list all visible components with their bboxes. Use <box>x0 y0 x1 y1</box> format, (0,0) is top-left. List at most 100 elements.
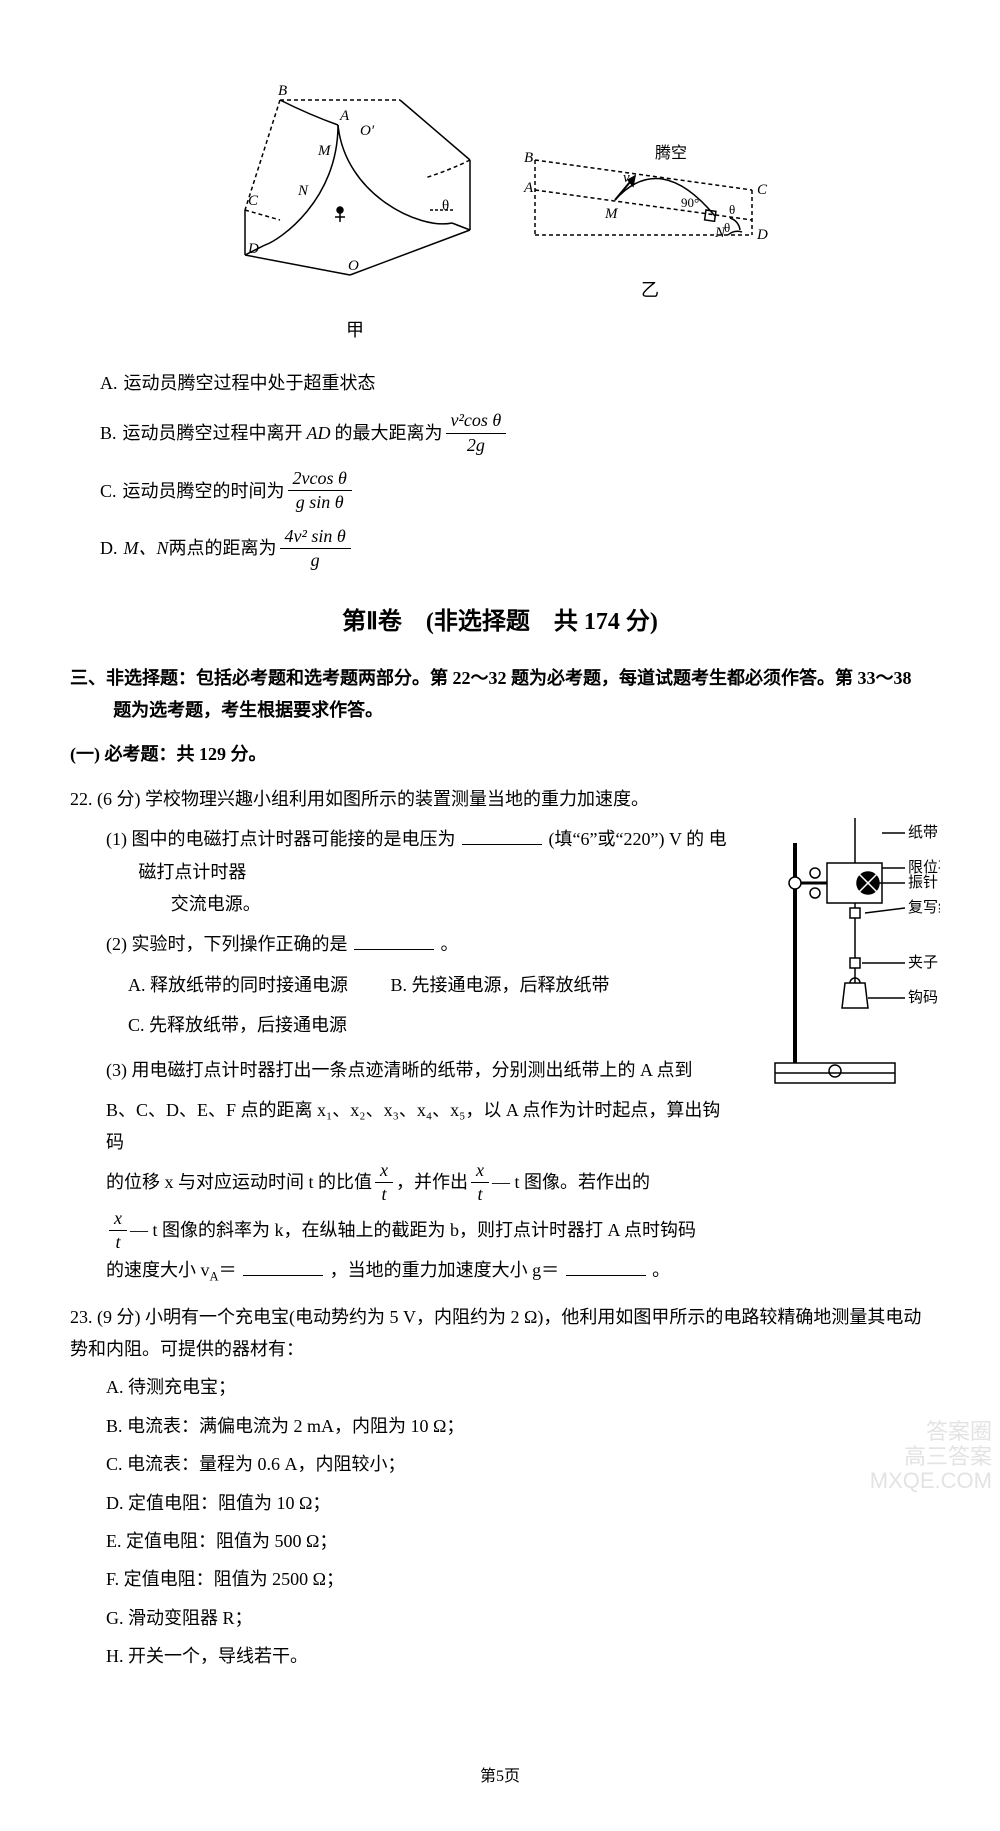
choices-block: A. 运动员腾空过程中处于超重状态 B. 运动员腾空过程中离开 AD 的最大距离… <box>100 367 930 573</box>
lbl-O: O <box>348 258 359 274</box>
fig-jia-caption: 甲 <box>220 314 490 346</box>
lbl2-th: θ <box>729 202 735 217</box>
wm-3: MXQE.COM <box>870 1469 992 1493</box>
q23-header: 23. (9 分) 小明有一个充电宝(电动势约为 5 V，内阻约为 2 Ω)，他… <box>70 1301 930 1366</box>
choice-D-frac: 4v² sin θ g <box>280 525 351 573</box>
q23-D: D. 定值电阻：阻值为 10 Ω； <box>106 1487 930 1519</box>
q22-lbl-clip: 夹子 <box>908 954 938 971</box>
choice-D-letter: D. <box>100 532 118 564</box>
choice-A: A. 运动员腾空过程中处于超重状态 <box>100 367 930 399</box>
lbl-B: B <box>278 83 287 99</box>
q23-A: A. 待测充电宝； <box>106 1371 930 1403</box>
q22-p1-mid: (填“6”或“220”) V 的 <box>549 829 705 849</box>
choice-C-letter: C. <box>100 475 117 507</box>
q22-p2: (2) 实验时，下列操作正确的是 。 <box>106 928 735 960</box>
q22-lbl-tape: 纸带 <box>908 824 938 841</box>
q22-blank3[interactable] <box>243 1258 323 1276</box>
figure-jia-svg: B A O′ M N C D O θ <box>220 80 490 300</box>
q22-p1: (1) 图中的电磁打点计时器可能接的是电压为 (填“6”或“220”) V 的 … <box>106 823 735 920</box>
choice-B-mid: 的最大距离为 <box>335 417 443 449</box>
q23-C: C. 电流表：量程为 0.6 A，内阻较小； <box>106 1448 930 1480</box>
choice-C-den: g sin θ <box>288 491 352 514</box>
lbl-M: M <box>317 143 332 159</box>
choice-C-pre: 运动员腾空的时间为 <box>123 475 285 507</box>
choice-D-den: g <box>280 549 351 572</box>
q22-p1-pre: (1) 图中的电磁打点计时器可能接的是电压为 <box>106 829 456 849</box>
choice-B-letter: B. <box>100 417 117 449</box>
choice-B-den: 2g <box>446 434 507 457</box>
q22-p2-post: 。 <box>441 934 459 954</box>
q22-p3c: 的位移 x 与对应运动时间 t 的比值 x t ，并作出 x t — t 图像。… <box>106 1159 735 1207</box>
q22-blank4[interactable] <box>566 1258 646 1276</box>
q22-p3e-post: 。 <box>652 1260 670 1280</box>
choice-B-pre: 运动员腾空过程中离开 <box>123 417 303 449</box>
q22-blank1[interactable] <box>462 827 542 845</box>
q22-p3c-frac1: x t <box>375 1159 393 1207</box>
top-figure-row: B A O′ M N C D O θ 甲 <box>70 80 930 347</box>
figure-yi-svg: B A C D M N v 90° θ θ 腾空 <box>520 140 780 260</box>
q22-p3e: 的速度大小 vA＝ ，当地的重力加速度大小 g＝ 。 <box>106 1254 735 1288</box>
lbl-Op: O′ <box>360 123 375 139</box>
q22-p2-A: A. 释放纸带的同时接通电源 <box>128 969 348 1001</box>
watermark: 答案圈 高三答案 MXQE.COM <box>870 1420 992 1493</box>
choice-D-mid: 两点的距离为 <box>169 532 277 564</box>
q22-p3e-eq: ＝ <box>219 1260 237 1280</box>
q22-p3c-mid: ，并作出 <box>396 1166 468 1198</box>
q22-p3d-frac: x t <box>109 1207 127 1255</box>
lbl2-tk: 腾空 <box>655 144 687 162</box>
q22-p2-B: B. 先接通电源，后释放纸带 <box>391 969 610 1001</box>
lbl2-B: B <box>524 150 533 166</box>
section2-sub: (一) 必考题：共 129 分。 <box>70 738 930 770</box>
q22-p3c-pre: 的位移 x 与对应运动时间 t 的比值 <box>106 1166 372 1198</box>
lbl-D: D <box>247 241 259 257</box>
section2-title: 第Ⅱ卷 (非选择题 共 174 分) <box>70 601 930 644</box>
q23-equipment: A. 待测充电宝； B. 电流表：满偏电流为 2 mA，内阻为 10 Ω； C.… <box>106 1371 930 1672</box>
choice-D: D. M、N 两点的距离为 4v² sin θ g <box>100 525 930 573</box>
choice-A-text: 运动员腾空过程中处于超重状态 <box>124 367 376 399</box>
q23-B: B. 电流表：满偏电流为 2 mA，内阻为 10 Ω； <box>106 1410 930 1442</box>
lbl2-D: D <box>756 227 768 243</box>
figure-jia: B A O′ M N C D O θ 甲 <box>220 80 490 347</box>
q22-p3c-post: — t 图像。若作出的 <box>492 1166 650 1198</box>
choice-A-letter: A. <box>100 367 118 399</box>
choice-C-frac: 2vcos θ g sin θ <box>288 467 352 515</box>
q22-p3e-pre: 的速度大小 v <box>106 1260 210 1280</box>
choice-D-MN: M、N <box>124 532 169 564</box>
lbl2-v: v <box>623 170 630 186</box>
q22-p2-choices: A. 释放纸带的同时接通电源 B. 先接通电源，后释放纸带 C. 先释放纸带，后… <box>128 969 735 1046</box>
lbl-theta: θ <box>442 198 449 214</box>
q22-figure: 纸带 限位孔 振针 复写纸 夹子 钩码 <box>755 813 940 1113</box>
lbl-A: A <box>339 108 350 124</box>
choice-B-frac: v²cos θ 2g <box>446 409 507 457</box>
lbl2-C: C <box>757 182 768 198</box>
choice-B-AD: AD <box>307 417 331 449</box>
q22-svg: 纸带 限位孔 振针 复写纸 夹子 钩码 <box>755 813 940 1103</box>
q22-p3d-mid: — t 图像的斜率为 k，在纵轴上的截距为 b，则打点计时器打 A 点时钩码 <box>130 1214 696 1246</box>
wm-2: 高三答案 <box>870 1445 992 1469</box>
lbl-C: C <box>248 193 259 209</box>
lbl-N: N <box>297 183 309 199</box>
lbl2-90: 90° <box>681 195 699 210</box>
q22-header: 22. (6 分) 学校物理兴趣小组利用如图所示的装置测量当地的重力加速度。 <box>70 783 735 815</box>
q22-p3b: B、C、D、E、F 点的距离 x₁、x₂、x₃、x₄、x₅，以 A 点作为计时起… <box>106 1094 735 1159</box>
question-23: 23. (9 分) 小明有一个充电宝(电动势约为 5 V，内阻约为 2 Ω)，他… <box>70 1301 930 1673</box>
q22-lbl-hole: 限位孔 <box>908 859 940 876</box>
q22-p3c-frac2: x t <box>471 1159 489 1207</box>
question-22: 纸带 限位孔 振针 复写纸 夹子 钩码 22. (6 分) 学校物理兴趣小组利用… <box>70 783 930 1289</box>
choice-B: B. 运动员腾空过程中离开 AD 的最大距离为 v²cos θ 2g <box>100 409 930 457</box>
q22-lbl-needle: 振针 <box>908 874 938 891</box>
lbl2-th2: θ <box>724 220 730 235</box>
choice-D-num: 4v² sin θ <box>280 525 351 549</box>
choice-C-num: 2vcos θ <box>288 467 352 491</box>
figure-yi: B A C D M N v 90° θ θ 腾空 乙 <box>520 140 780 347</box>
fig-yi-caption: 乙 <box>520 274 780 306</box>
q22-lbl-carbon: 复写纸 <box>908 898 940 916</box>
q22-blank2[interactable] <box>354 932 434 950</box>
lbl2-M: M <box>604 206 619 222</box>
q23-F: F. 定值电阻：阻值为 2500 Ω； <box>106 1563 930 1595</box>
q22-p1-post: 交流电源。 <box>171 894 261 914</box>
q22-p2-pre: (2) 实验时，下列操作正确的是 <box>106 934 348 954</box>
q22-p3e-mid: ，当地的重力加速度大小 g＝ <box>330 1260 560 1280</box>
q22-p3e-sub: A <box>210 1270 219 1284</box>
choice-C: C. 运动员腾空的时间为 2vcos θ g sin θ <box>100 467 930 515</box>
